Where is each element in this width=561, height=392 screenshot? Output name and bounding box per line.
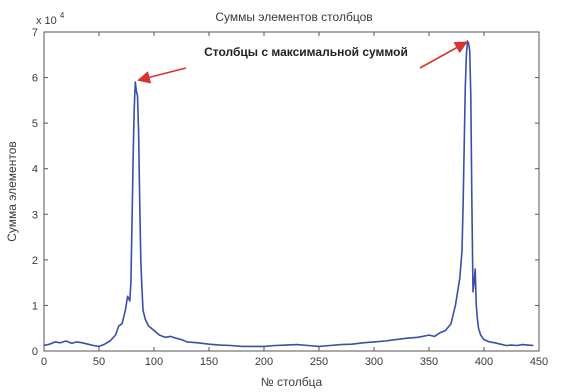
- y-tick-label: 6: [32, 73, 38, 85]
- y-exponent-label: x 10 4: [36, 11, 65, 27]
- x-tick-label: 200: [255, 356, 273, 368]
- x-tick-label: 400: [475, 356, 493, 368]
- x-tick-label: 450: [530, 356, 548, 368]
- y-exponent-power: 4: [60, 11, 65, 20]
- series-group: [43, 40, 534, 348]
- y-tick-label: 2: [32, 255, 38, 267]
- series-line: [43, 40, 534, 348]
- x-tick-label: 300: [365, 356, 383, 368]
- y-tick-label: 4: [32, 164, 38, 176]
- annotation-text: Столбцы с максимальной суммой: [204, 45, 408, 59]
- x-tick-label: 50: [93, 356, 105, 368]
- x-tick-label: 250: [310, 356, 328, 368]
- plot-area: [43, 31, 540, 352]
- y-tick-label: 7: [32, 27, 38, 39]
- annotation-arrow-left: [137, 67, 187, 84]
- y-axis-label: Сумма элементов: [5, 141, 19, 242]
- x-axis-label: № столбца: [261, 375, 323, 389]
- annotation-group: [137, 41, 468, 84]
- x-tick-label: 100: [145, 356, 163, 368]
- axis-ticks: 0 50 100 150 200 250 300 350 400 450 0 1 2 3 4 5 6 7: [32, 27, 548, 368]
- x-tick-label: 0: [41, 356, 47, 368]
- y-tick-label: 1: [32, 300, 38, 312]
- x-tick-label: 150: [200, 356, 218, 368]
- y-tick-label: 0: [32, 346, 38, 358]
- y-tick-label: 5: [32, 118, 38, 130]
- y-exponent-base: x 10: [36, 15, 57, 27]
- x-tick-label: 350: [420, 356, 438, 368]
- chart-title: Суммы элементов столбцов: [215, 10, 372, 24]
- annotation-arrow-right: [419, 41, 468, 69]
- y-tick-label: 3: [32, 209, 38, 221]
